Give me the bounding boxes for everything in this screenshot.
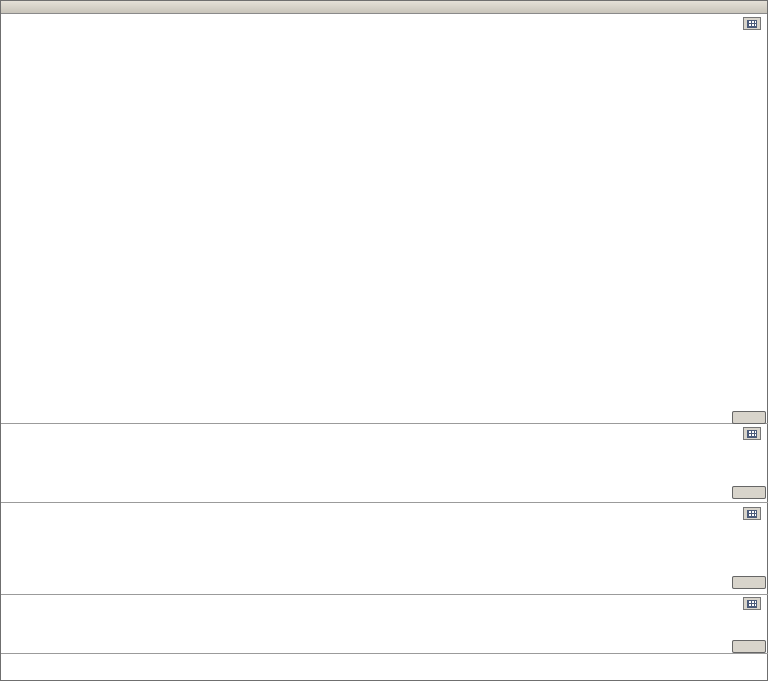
panel-separator [1, 594, 768, 595]
spread-legend [6, 595, 17, 653]
spread-grid-button[interactable] [743, 597, 761, 610]
stoch-legend [6, 425, 22, 511]
stoch-auto-button[interactable] [732, 486, 766, 499]
spread-auto-button[interactable] [732, 640, 766, 653]
main-auto-button[interactable] [732, 411, 766, 424]
main-legend [6, 16, 22, 256]
rsi-auto-button[interactable] [732, 576, 766, 589]
grid-icon [747, 19, 757, 28]
stoch-grid-button[interactable] [743, 427, 761, 440]
main-grid-button[interactable] [743, 17, 761, 30]
rsi-legend [6, 504, 17, 562]
grid-icon [747, 509, 757, 518]
panel-separator [1, 653, 768, 654]
rsi-grid-button[interactable] [743, 507, 761, 520]
grid-icon [747, 429, 757, 438]
legend-line-ichimoku [6, 208, 22, 237]
grid-icon [747, 599, 757, 608]
panel-separator [1, 423, 768, 424]
titlebar [1, 1, 767, 14]
panel-separator [1, 502, 768, 503]
legend-line [6, 463, 22, 492]
